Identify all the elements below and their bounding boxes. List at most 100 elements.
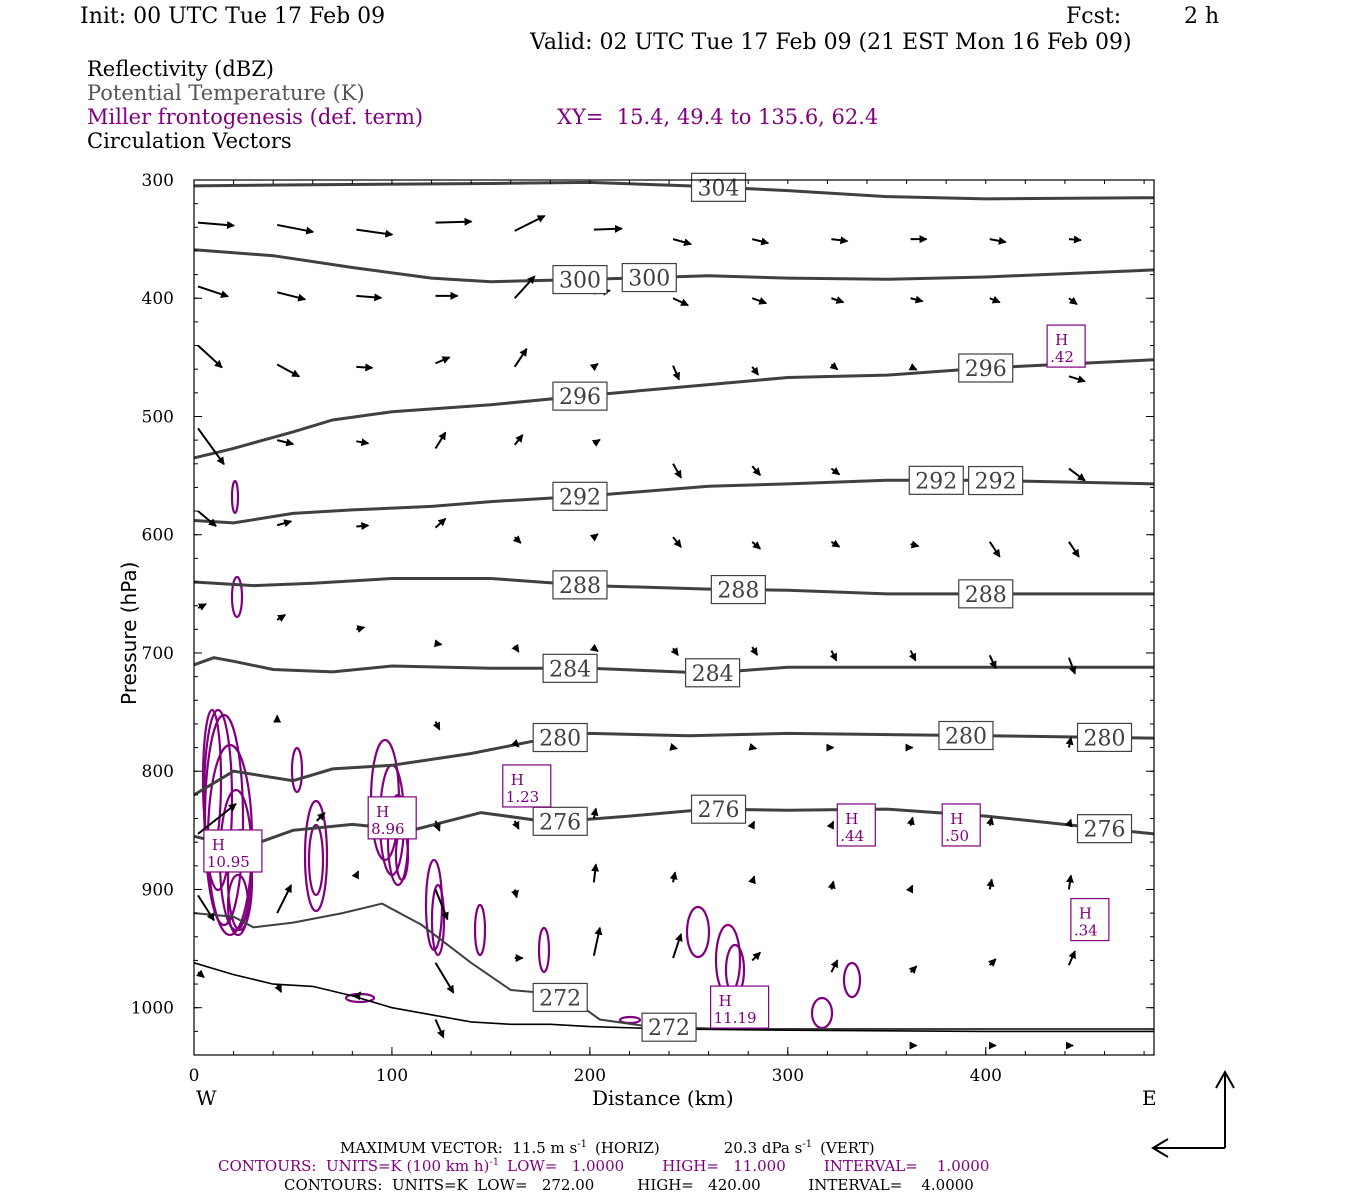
isentrope-label-box [552, 381, 608, 411]
circulation-vector [669, 871, 678, 883]
circulation-vector [196, 969, 205, 978]
reference-vector-icon [1151, 1069, 1235, 1158]
isentrope-label-box [690, 172, 747, 202]
circulation-vector [670, 647, 679, 657]
isentrope-label-box [552, 264, 608, 295]
x-tick-label: 300 [772, 1066, 804, 1086]
circulation-vector [433, 820, 441, 832]
y-tick-label: 600 [142, 526, 174, 546]
theta-isentropes [193, 180, 1155, 1030]
circulation-vector [1068, 467, 1086, 482]
circulation-vector [434, 962, 455, 994]
isentrope-label-292: 292 [552, 481, 608, 511]
isentrope-label-text: 280 [539, 727, 581, 752]
legend-frontogenesis: Miller frontogenesis (def. term) [87, 105, 424, 129]
circulation-vector [274, 983, 283, 993]
circulation-vector [986, 816, 994, 826]
isentrope-label-text: 276 [1084, 818, 1126, 843]
isentrope-276 [193, 807, 1155, 850]
fronto-contour-info: CONTOURS: UNITS=K (100 km h)-1 LOW= 1.000… [218, 1157, 990, 1175]
max-box-letter: H [376, 803, 389, 821]
init-time: Init: 00 UTC Tue 17 Feb 09 [80, 4, 386, 29]
isentrope-label-288: 288 [710, 574, 766, 605]
circulation-vector [197, 894, 215, 922]
circulation-vector [748, 875, 756, 885]
circulation-vector [435, 217, 473, 226]
circulation-vector [511, 643, 520, 653]
isentrope-label-272: 272 [532, 982, 588, 1013]
isentrope-label-276: 276 [1076, 814, 1133, 844]
max-box-border [502, 764, 552, 808]
legend-theta: Potential Temperature (K) [87, 81, 365, 105]
circulation-vector [353, 991, 362, 1001]
circulation-vector [434, 431, 447, 449]
y-tick-label: 800 [142, 762, 174, 782]
max-box-border [710, 985, 770, 1029]
circulation-vector [831, 236, 849, 245]
max-box-value: .42 [1050, 348, 1074, 366]
circulation-vector [908, 965, 918, 975]
isentrope-label-text: 296 [965, 357, 1007, 382]
frontogenesis-max-box: H.44 [836, 803, 876, 847]
circulation-vector [1064, 818, 1073, 828]
isentrope-label-box [684, 658, 741, 688]
circulation-vector [750, 646, 759, 656]
circulation-vector [276, 438, 295, 447]
circulation-vector [511, 889, 519, 899]
circulation-vector [592, 926, 603, 956]
max-box-value: .44 [840, 827, 864, 845]
isentrope-label-text: 292 [559, 485, 601, 510]
circulation-vector [905, 884, 914, 894]
circulation-vector [910, 295, 924, 304]
frontogenesis-max-box: H.42 [1046, 324, 1086, 368]
circulation-vector [989, 236, 1007, 245]
circulation-vector [356, 228, 394, 238]
isentrope-label-text: 288 [717, 579, 759, 604]
circulation-vector [434, 889, 449, 921]
isentrope-label-box [1076, 814, 1133, 844]
circulation-vector [589, 643, 599, 653]
isentrope-label-276: 276 [532, 806, 588, 836]
isentrope-280 [193, 731, 1155, 797]
circulation-vector [830, 539, 841, 548]
max-box-value: 10.95 [207, 853, 250, 871]
y-tick-label: 500 [142, 407, 174, 427]
circulation-vector [197, 427, 225, 466]
circulation-vector [276, 519, 293, 528]
max-box-border [1046, 324, 1086, 368]
y-tick-label: 1000 [131, 999, 174, 1019]
y-axis-title: Pressure (hPa) [117, 561, 141, 705]
isentrope-label-box [532, 722, 588, 753]
circulation-vector [197, 221, 235, 229]
circulation-vector [276, 363, 301, 378]
max-box-letter: H [212, 836, 225, 854]
circulation-vector [514, 214, 546, 232]
circulation-vector [830, 959, 839, 973]
circulation-vector [751, 951, 761, 962]
circulation-vector [672, 297, 689, 307]
isentrope-label-300: 300 [552, 264, 608, 295]
forecast-label: Fcst: [1066, 4, 1122, 29]
circulation-vector [910, 540, 920, 549]
circulation-vector [1068, 296, 1078, 306]
max-box-border [203, 829, 263, 873]
circulation-vector [197, 285, 229, 299]
terrain-line [193, 962, 1154, 1033]
isentrope-label-272: 272 [641, 1012, 697, 1042]
circulation-vector [513, 275, 536, 299]
isentrope-label-box [641, 1012, 697, 1042]
circulation-vector [510, 739, 520, 748]
circulation-vector [751, 465, 761, 476]
isentrope-label-296: 296 [552, 381, 608, 411]
max-box-border [367, 796, 417, 840]
isentrope-label-box [710, 574, 766, 605]
circulation-vector [829, 361, 839, 371]
circulation-vector [831, 296, 845, 304]
isentrope-label-284: 284 [684, 658, 741, 688]
circulation-vector [751, 237, 770, 246]
circulation-vector [672, 463, 682, 479]
circulation-vector [589, 363, 599, 372]
circulation-vector [988, 541, 1001, 558]
isentrope-label-300: 300 [621, 262, 677, 293]
circulation-vector [434, 1019, 445, 1039]
